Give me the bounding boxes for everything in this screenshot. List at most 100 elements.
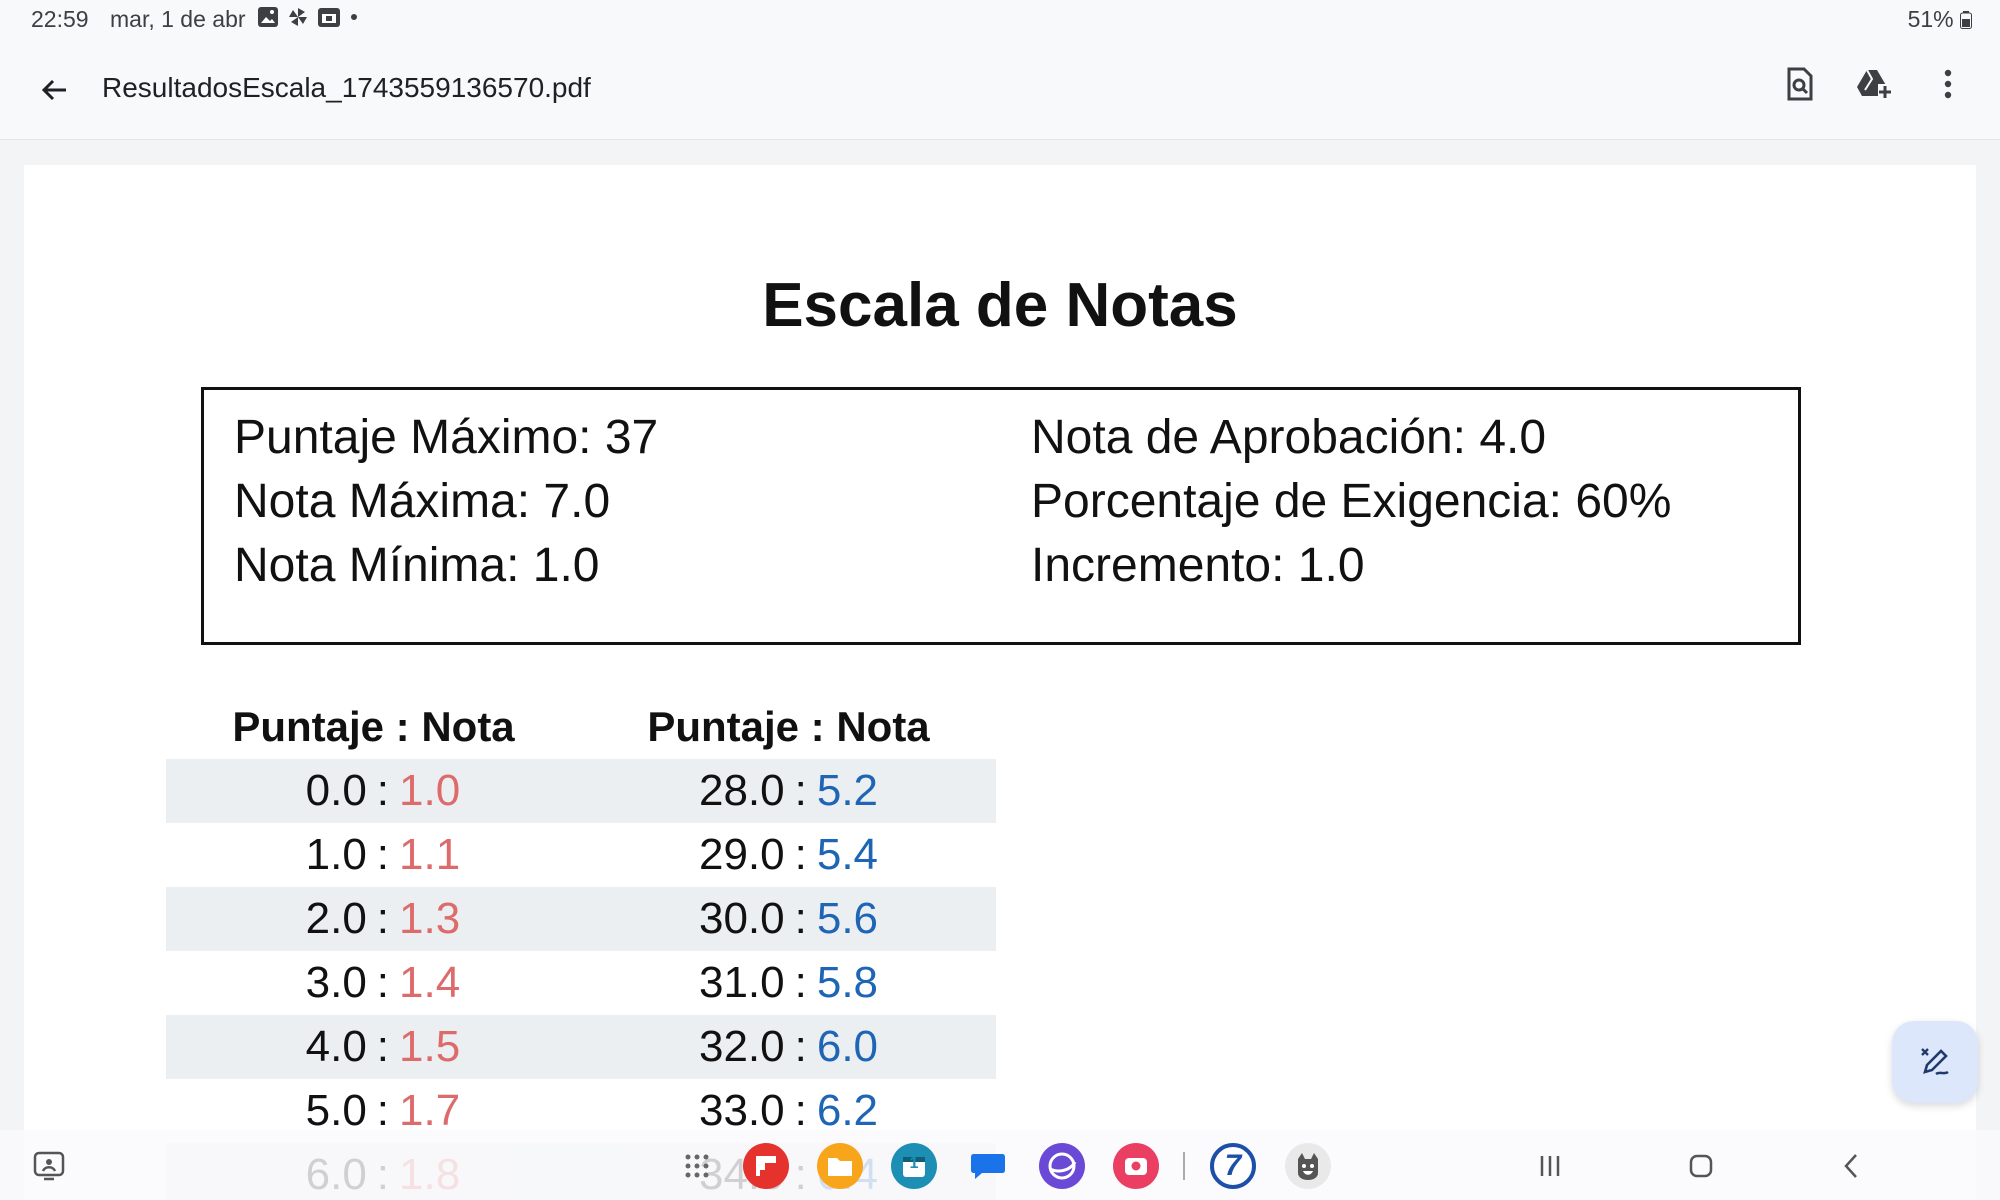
back-button[interactable]	[30, 66, 78, 114]
seven-app[interactable]: 7	[1210, 1143, 1256, 1189]
separator: :	[376, 766, 390, 815]
screen-recorder-app[interactable]	[1113, 1143, 1159, 1189]
grade-value: 1.1	[399, 830, 461, 879]
screen-assist-button[interactable]	[26, 1143, 72, 1189]
calendar-icon	[317, 6, 341, 34]
parameters-box: Puntaje Máximo: 37 Nota Máxima: 7.0 Nota…	[201, 387, 1801, 645]
grade-value: 1.4	[399, 958, 461, 1007]
score-grade-cell-left: 5.0:1.7	[166, 1086, 581, 1136]
more-vert-icon	[1944, 69, 1952, 99]
min-grade-line: Nota Mínima: 1.0	[234, 539, 600, 592]
score-grade-cell-right: 28.0:5.2	[581, 766, 996, 816]
notification-icons	[257, 6, 359, 34]
battery-icon	[1960, 11, 1972, 29]
max-grade-line: Nota Máxima: 7.0	[234, 475, 611, 528]
increment-line: Incremento: 1.0	[1031, 539, 1365, 592]
app-bar: ResultadosEscala_1743559136570.pdf	[0, 38, 2000, 140]
find-in-page-button[interactable]	[1778, 62, 1822, 106]
cat-app-icon	[1298, 1153, 1318, 1180]
score-grade-cell-left: 2.0:1.3	[166, 894, 581, 944]
status-time: 22:59	[31, 6, 89, 32]
separator: :	[376, 1022, 390, 1071]
grade-value: 1.3	[399, 894, 461, 943]
table-row: 5.0:1.7 33.0:6.2	[166, 1079, 996, 1143]
screen-recorder-icon	[1125, 1158, 1147, 1175]
image-icon	[257, 6, 279, 34]
recents-icon	[1540, 1156, 1560, 1176]
home-icon	[1689, 1154, 1713, 1178]
edit-fab[interactable]	[1892, 1021, 1978, 1103]
more-options-button[interactable]	[1926, 62, 1970, 106]
battery-level: 51%	[1908, 6, 1972, 33]
grade-value: 5.4	[816, 830, 879, 879]
score-value: 1.0	[305, 830, 367, 879]
home-nav-button[interactable]	[1678, 1143, 1724, 1189]
separator: :	[794, 1022, 807, 1071]
score-grade-cell-left: 0.0:1.0	[166, 766, 581, 816]
score-grade-cell-right: 30.0:5.6	[581, 894, 996, 944]
score-grade-cell-left: 3.0:1.4	[166, 958, 581, 1008]
grade-value: 1.7	[399, 1086, 461, 1135]
app-drawer-icon	[685, 1154, 709, 1178]
document-title: Escala de Notas	[762, 271, 1238, 340]
seven-app-icon: 7	[1224, 1149, 1242, 1182]
flipboard-app[interactable]	[743, 1143, 789, 1189]
table-row: 3.0:1.4 31.0:5.8	[166, 951, 996, 1015]
score-value: 28.0	[698, 766, 785, 815]
back-icon	[1844, 1154, 1857, 1178]
separator: :	[376, 830, 390, 879]
app-bar-actions	[1778, 62, 1970, 106]
table-row: 0.0:1.0 28.0:5.2	[166, 759, 996, 823]
grade-value: 5.2	[816, 766, 879, 815]
score-value: 29.0	[698, 830, 785, 879]
grade-value: 5.8	[816, 958, 879, 1007]
separator: :	[376, 1086, 390, 1135]
recents-nav-button[interactable]	[1527, 1143, 1573, 1189]
separator: :	[794, 830, 807, 879]
battery-percent: 51%	[1907, 6, 1954, 32]
internet-icon	[1048, 1152, 1077, 1180]
grade-scale-table: Puntaje : Nota Puntaje : Nota 0.0:1.0 28.…	[166, 695, 996, 1200]
score-value: 32.0	[698, 1022, 785, 1071]
dot-icon	[349, 6, 359, 34]
messages-icon	[971, 1154, 1005, 1179]
drive-add-button[interactable]	[1852, 62, 1896, 106]
column-header-left: Puntaje : Nota	[232, 703, 515, 750]
taskbar-divider	[1183, 1152, 1185, 1180]
internet-app[interactable]	[1039, 1143, 1085, 1189]
separator: :	[794, 1086, 807, 1135]
arrow-left-icon	[41, 79, 66, 101]
edit-pen-icon	[1921, 1048, 1949, 1076]
screen-assist-icon	[33, 1151, 65, 1181]
back-nav-button[interactable]	[1828, 1143, 1874, 1189]
app-drawer-button[interactable]	[674, 1143, 720, 1189]
score-value: 33.0	[698, 1086, 785, 1135]
parameters-right: Nota de Aprobación: 4.0 Porcentaje de Ex…	[1031, 406, 1671, 598]
separator: :	[794, 894, 807, 943]
calendar-app[interactable]: 1	[891, 1143, 937, 1189]
grade-value: 1.5	[399, 1022, 461, 1071]
demand-percentage-line: Porcentaje de Exigencia: 60%	[1031, 475, 1672, 528]
find-in-page-icon	[1787, 67, 1813, 101]
pdf-page[interactable]: Escala de Notas Puntaje Máximo: 37 Nota …	[24, 165, 1976, 1200]
cat-app[interactable]	[1285, 1143, 1331, 1189]
files-icon	[828, 1158, 852, 1176]
files-app[interactable]	[817, 1143, 863, 1189]
score-value: 0.0	[305, 766, 367, 815]
calendar-app-icon	[903, 1157, 925, 1177]
score-value: 5.0	[305, 1086, 367, 1135]
passing-grade-line: Nota de Aprobación: 4.0	[1031, 411, 1547, 464]
separator: :	[794, 766, 807, 815]
score-grade-cell-right: 33.0:6.2	[581, 1086, 996, 1136]
table-row: 2.0:1.3 30.0:5.6	[166, 887, 996, 951]
score-value: 4.0	[305, 1022, 367, 1071]
score-value: 2.0	[305, 894, 367, 943]
status-date: mar, 1 de abr	[110, 6, 246, 32]
score-value: 30.0	[698, 894, 785, 943]
messages-app[interactable]	[965, 1143, 1011, 1189]
score-value: 31.0	[698, 958, 785, 1007]
table-header: Puntaje : Nota Puntaje : Nota	[166, 695, 996, 759]
score-grade-cell-left: 1.0:1.1	[166, 830, 581, 880]
grade-value: 5.6	[816, 894, 879, 943]
flipboard-icon	[756, 1156, 776, 1176]
